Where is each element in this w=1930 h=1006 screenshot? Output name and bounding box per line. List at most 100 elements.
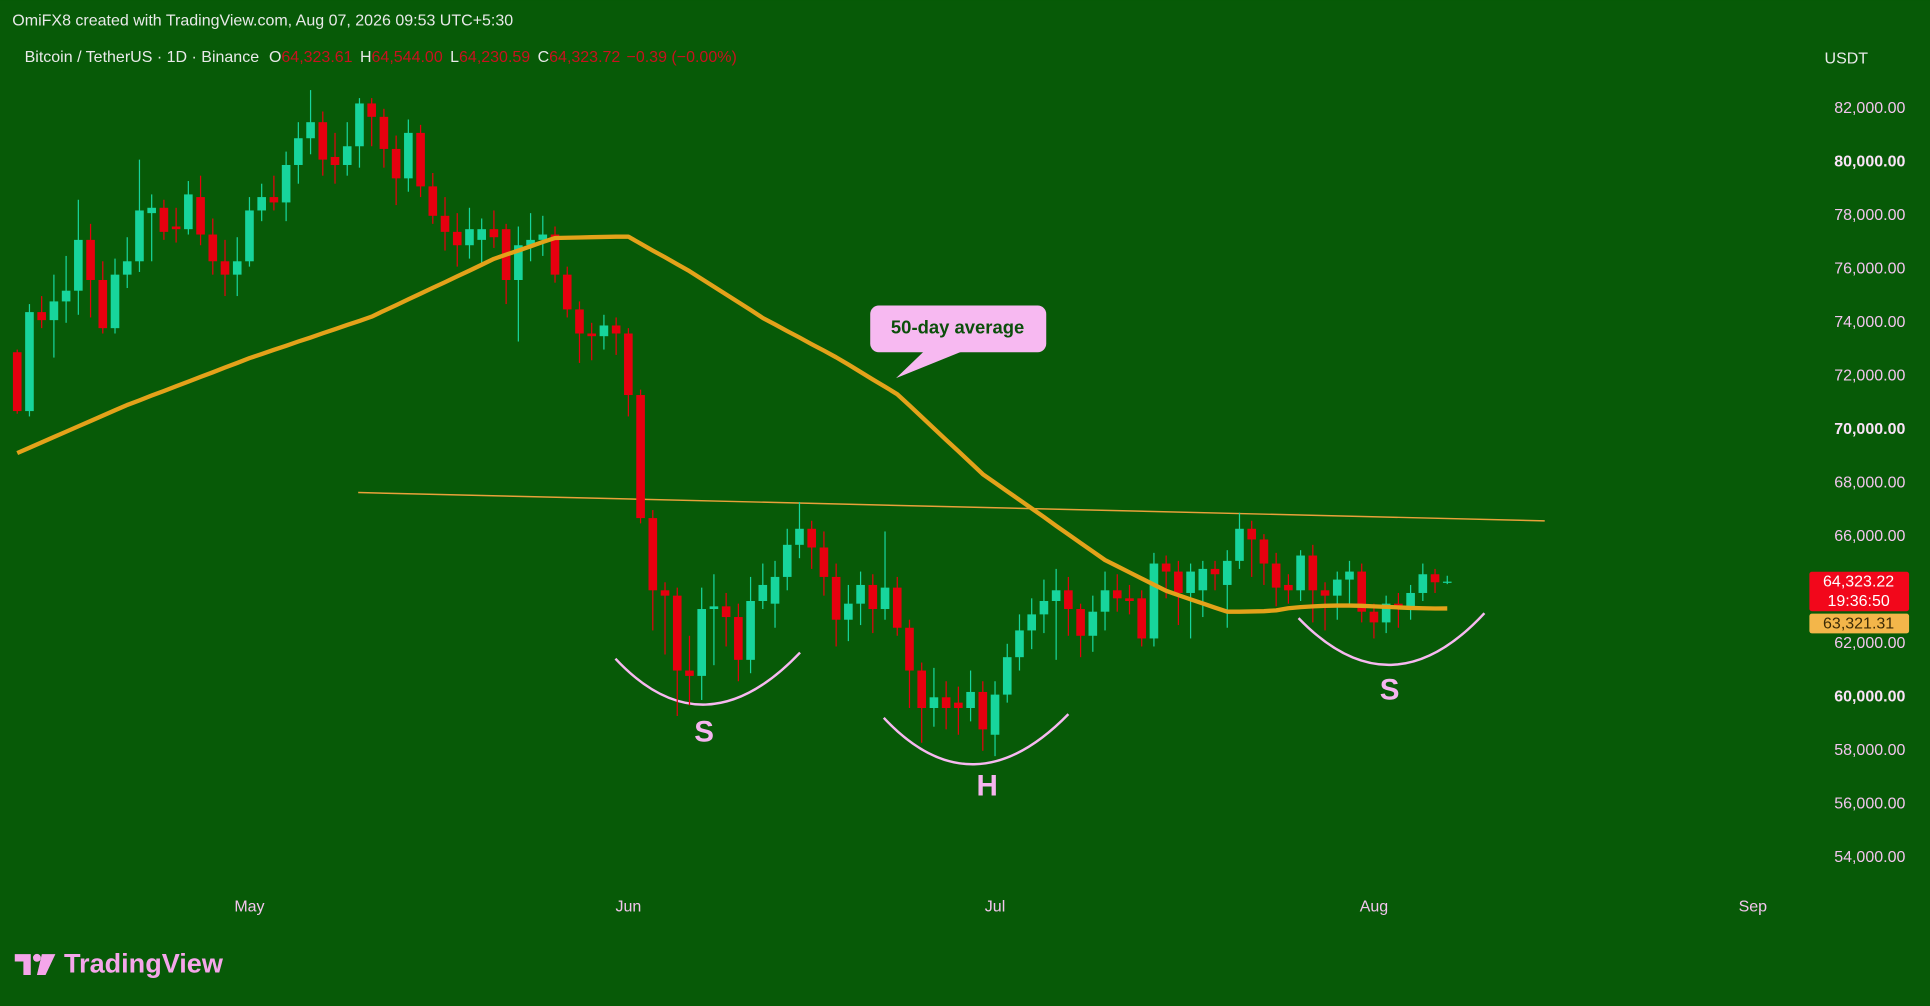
candle-body [452,231,462,246]
y-tick-label: 68,000.00 [1834,475,1905,492]
candle-body [391,148,401,179]
candle-body [171,226,181,230]
currency-label: USDT [1825,50,1869,67]
x-tick-label: Jun [615,899,641,916]
candle-body [1308,555,1318,591]
candle-body [746,600,755,660]
candle-body [306,122,315,139]
candle-body [954,702,963,708]
candle-body [721,606,731,618]
candle-body [135,210,144,262]
candle-body [1198,568,1208,591]
candle-body [1088,611,1098,636]
candle-body [1125,598,1134,601]
candle-body [1406,592,1415,610]
pattern-arc [1297,612,1486,667]
ohlc-key: H [360,49,372,66]
candle-body [147,207,156,214]
candle-body [342,146,352,165]
candle-body [61,290,71,302]
candle-body [1418,574,1428,593]
candle-body [330,156,340,165]
candle-body [1100,590,1110,612]
candle-body [1210,568,1220,575]
price-tag-label: 63,321.31 [1823,615,1894,632]
candle-body [49,301,59,321]
y-tick-label: 60,000.00 [1834,689,1905,706]
candle-body [1271,563,1281,588]
candle-body [1369,611,1379,623]
y-tick-label: 58,000.00 [1834,742,1905,759]
candle-body [1381,603,1391,623]
candle-body [636,395,645,519]
y-tick-label: 56,000.00 [1834,796,1905,813]
logo-shape [32,953,41,962]
price-tag [1809,571,1910,612]
candle-body [1222,560,1232,585]
candle-body [1076,609,1085,636]
neckline [358,491,1545,522]
candle-body [1296,555,1305,591]
candle-body [856,584,865,604]
candle-body [404,132,413,179]
candle-body [795,528,804,545]
candle-body [1320,590,1330,596]
candle-body [807,528,817,548]
candle-body [844,603,853,620]
candle-body [697,609,707,676]
candle-body [941,697,951,708]
candle-body [294,138,303,165]
y-tick-label: 54,000.00 [1834,849,1905,866]
ohlc-key: O [269,49,281,66]
price-tag-time: 19:36:50 [1827,593,1889,610]
y-tick-label: 78,000.00 [1834,207,1905,224]
candle-body [122,261,132,275]
y-tick-label: 74,000.00 [1834,314,1905,331]
candle-body [1161,563,1171,572]
candle-body [1015,630,1024,658]
callout-box [870,305,1047,353]
candle-body [281,164,291,203]
candle-body [562,274,572,310]
x-tick-label: Sep [1739,899,1768,916]
candle-body [1235,528,1244,561]
candle-body [917,670,927,708]
candle-body [232,261,242,275]
candle-body [905,627,914,671]
candle-body [367,103,376,117]
candle-body [1284,584,1293,591]
candle-body [1430,574,1440,583]
candle-body [1345,571,1354,580]
candle-body [37,312,46,321]
price-tag [1809,613,1910,634]
candle-body [587,333,596,337]
logo-shape [14,954,31,976]
pattern-label: H [976,770,997,803]
candle-body [880,587,890,610]
candle-body [1002,657,1012,695]
logo-shape [36,954,56,976]
candle-body [966,691,975,708]
y-tick-label: 80,000.00 [1834,154,1905,171]
candle-body [1051,590,1061,601]
pattern-label: S [694,716,714,749]
symbol-header: Bitcoin / TetherUS · 1D · Binance O64,323… [25,49,737,66]
candle-body [978,691,988,730]
moving-average-line [16,234,1448,614]
candle-body [245,210,254,262]
y-tick-label: 70,000.00 [1834,421,1905,438]
pattern-label: S [1380,674,1400,707]
candle-body [269,197,279,203]
ohlc-value: 64,323.61 [281,49,352,66]
candle-body [538,234,548,240]
candle-body [550,234,560,275]
candle-body [440,215,450,232]
candle-body [159,207,169,232]
candle-body [892,587,902,628]
y-tick-label: 82,000.00 [1834,100,1905,117]
y-tick-label: 62,000.00 [1834,635,1905,652]
candle-body [220,261,230,275]
candle-body [257,197,266,211]
candle-body [672,595,682,671]
